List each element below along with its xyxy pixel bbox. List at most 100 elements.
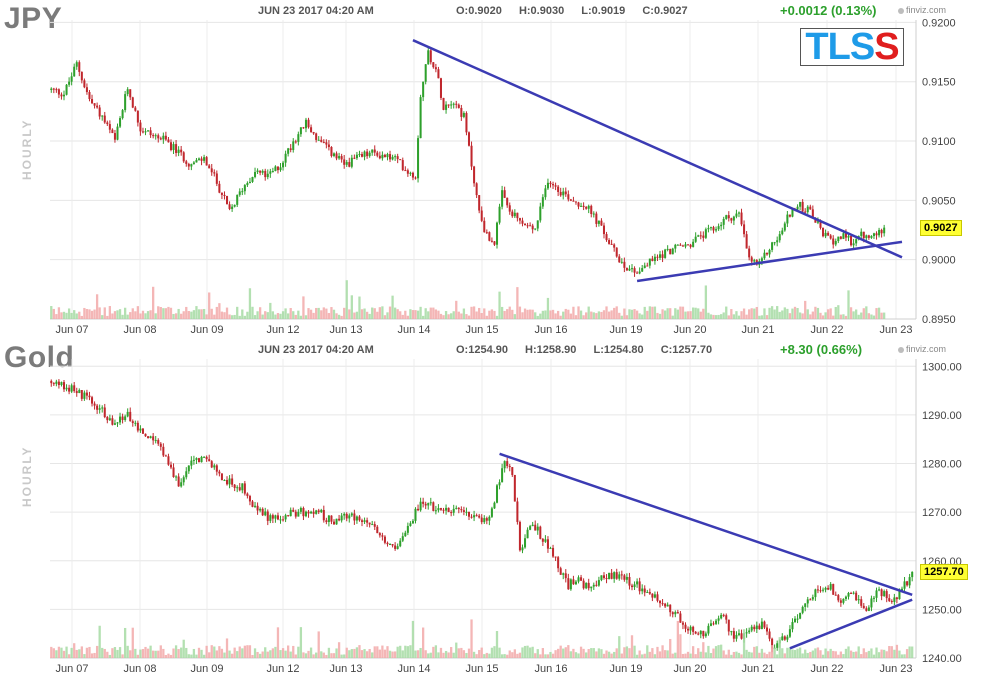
candle-body xyxy=(620,261,623,263)
volume-bar xyxy=(294,314,297,319)
candle-body xyxy=(70,76,73,82)
candle-body xyxy=(628,576,631,586)
volume-bar xyxy=(261,314,264,319)
volume-bar xyxy=(615,648,618,658)
volume-bar xyxy=(854,309,858,319)
candle-body xyxy=(503,461,506,469)
trendline-lower xyxy=(636,240,903,283)
volume-bar xyxy=(419,647,422,658)
candle-body xyxy=(811,597,814,600)
volume-bar xyxy=(450,647,453,658)
volume-bar xyxy=(663,650,667,658)
candle-body xyxy=(417,138,420,179)
candle-body xyxy=(248,496,251,502)
volume-bar xyxy=(154,650,157,658)
volume-bar xyxy=(233,647,236,658)
volume-bar xyxy=(646,310,649,319)
volume-bar xyxy=(65,312,68,319)
volume-bar xyxy=(396,309,399,319)
volume-bar xyxy=(641,314,644,319)
candle-body xyxy=(279,167,282,171)
candle-body xyxy=(786,214,789,224)
volume-bar xyxy=(691,307,695,319)
candle-body xyxy=(676,612,679,614)
candle-body xyxy=(546,182,549,189)
volume-bar xyxy=(480,312,483,319)
candle-body xyxy=(630,268,634,270)
volume-bar xyxy=(106,315,109,319)
candle-body xyxy=(493,502,496,509)
volume-bar xyxy=(641,654,644,658)
candle-body xyxy=(83,80,86,88)
candle-body xyxy=(203,157,206,161)
volume-bar xyxy=(131,308,134,319)
candle-body xyxy=(310,511,313,514)
volume-bar xyxy=(521,312,524,319)
candle-body xyxy=(251,177,254,182)
volume-bar xyxy=(740,311,743,319)
candle-body xyxy=(264,511,267,516)
volume-bar xyxy=(554,650,557,658)
candle-body xyxy=(447,507,450,513)
volume-bar xyxy=(903,654,906,658)
volume-bar xyxy=(638,313,641,319)
volume-bar xyxy=(271,311,275,319)
ohlc-open: O:1254.90 xyxy=(456,344,508,356)
candle-body xyxy=(297,511,300,517)
candle-body xyxy=(287,515,290,517)
volume-bar xyxy=(826,651,830,658)
candle-body xyxy=(704,229,707,238)
candle-body xyxy=(355,154,358,159)
volume-bar xyxy=(106,651,109,658)
candle-body xyxy=(839,600,842,603)
candle-body xyxy=(745,632,748,634)
volume-bar xyxy=(635,310,639,319)
y-tick-label: 0.9150 xyxy=(922,77,956,89)
candle-body xyxy=(167,456,170,465)
candle-body xyxy=(613,244,616,248)
volume-bar xyxy=(776,306,779,319)
candle-body xyxy=(712,227,715,231)
candle-body xyxy=(371,149,374,153)
y-tick-label: 0.8950 xyxy=(922,314,956,326)
volume-bar xyxy=(763,308,766,319)
volume-bar xyxy=(544,654,547,658)
candle-body xyxy=(192,459,195,461)
volume-bar xyxy=(834,306,837,319)
candle-body xyxy=(513,474,516,502)
volume-bar xyxy=(391,295,394,319)
volume-bar xyxy=(307,308,310,319)
volume-bar xyxy=(495,631,499,658)
volume-bar xyxy=(62,311,66,319)
candle-body xyxy=(847,592,850,597)
candle-body xyxy=(511,467,514,475)
volume-bar xyxy=(796,308,799,319)
volume-bar xyxy=(358,645,361,658)
volume-bar xyxy=(829,648,832,658)
candle-body xyxy=(488,516,491,521)
x-tick-label: Jun 16 xyxy=(534,663,567,675)
volume-bar xyxy=(618,312,621,319)
candle-body xyxy=(177,149,180,153)
candle-body xyxy=(580,577,583,581)
volume-bar xyxy=(793,306,797,319)
candle-body xyxy=(618,256,621,263)
candle-body xyxy=(455,103,458,105)
volume-bar xyxy=(287,313,290,319)
volume-bar xyxy=(241,648,244,658)
volume-bar xyxy=(500,654,504,658)
volume-bar xyxy=(852,651,855,658)
candle-body xyxy=(241,191,244,193)
volume-bar xyxy=(444,311,448,319)
volume-bar xyxy=(880,649,883,658)
volume-bar xyxy=(740,654,743,658)
candle-body xyxy=(279,519,282,521)
volume-bar xyxy=(111,648,114,658)
candle-body xyxy=(485,518,488,521)
volume-bar xyxy=(75,313,78,319)
candle-body xyxy=(872,597,875,599)
volume-bar xyxy=(192,648,196,658)
volume-bar xyxy=(625,646,629,658)
candle-body xyxy=(534,524,537,531)
candle-body xyxy=(659,600,662,604)
